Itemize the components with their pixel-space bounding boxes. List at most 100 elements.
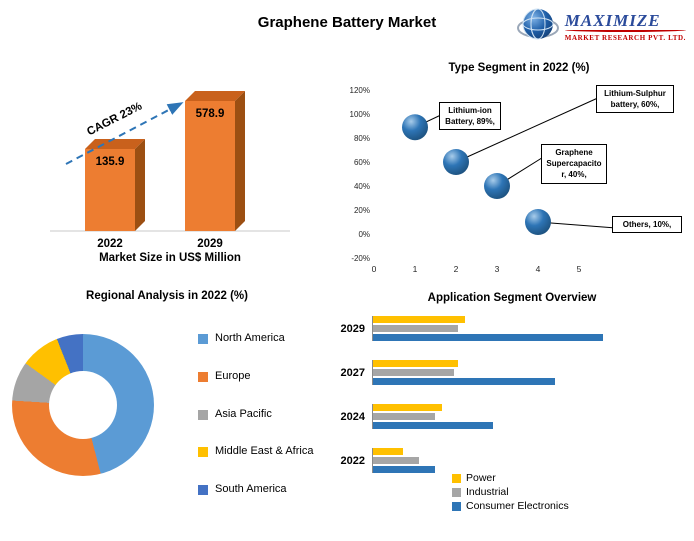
- bar-value-label: 578.9: [196, 108, 225, 120]
- bar-category-label: 2029: [197, 238, 223, 250]
- y-axis-tick: 0%: [358, 230, 370, 239]
- bar: [373, 369, 454, 376]
- legend-marker-icon: [452, 501, 461, 511]
- bar: [185, 101, 235, 231]
- y-axis-tick: 80%: [354, 134, 370, 143]
- legend-item: Middle East & Africa: [198, 445, 326, 459]
- year-label: 2024: [340, 410, 365, 423]
- year-label: 2022: [340, 454, 365, 467]
- bar-group: 2027: [330, 360, 694, 385]
- page-title: Graphene Battery Market: [257, 14, 437, 31]
- bar: [373, 466, 436, 473]
- callout-label: Others, 10%,: [612, 216, 682, 234]
- bar-side-face: [235, 91, 245, 231]
- bar: [373, 457, 419, 464]
- application-plot: 2029 2027 2024 2022 Power Industrial Consumer…: [330, 304, 694, 534]
- y-axis-tick: 20%: [354, 206, 370, 215]
- cagr-arrow: [65, 102, 184, 165]
- legend-marker-icon: [198, 334, 208, 344]
- application-legend: Power Industrial Consumer Electronics: [452, 472, 569, 514]
- legend-marker-icon: [198, 409, 208, 420]
- legend-item: South America: [198, 483, 326, 497]
- legend-item: Power: [452, 472, 569, 484]
- legend-label: Europe: [215, 369, 251, 382]
- legend-item: North America: [198, 332, 326, 346]
- type-segment-plot: 120% 100% 80% 60% 40% 20% 0% -20% 0 1 2 3 4 5 Lithium-…: [344, 78, 694, 283]
- callout-line: [537, 221, 617, 229]
- legend-marker-icon: [198, 447, 208, 458]
- bar: [85, 149, 135, 231]
- bar: [373, 404, 442, 411]
- legend-marker-icon: [198, 485, 208, 495]
- bar-group: 2022: [330, 448, 694, 473]
- y-axis-tick: 40%: [354, 182, 370, 191]
- regional-title: Regional Analysis in 2022 (%): [86, 290, 248, 302]
- regional-plot: North America Europe Asia Pacific Middle Ea…: [6, 302, 328, 532]
- bar-stack: [372, 448, 436, 473]
- callout-line: [455, 96, 601, 163]
- bar-group: 2029: [330, 316, 694, 341]
- x-axis-tick: 0: [372, 264, 377, 274]
- bar: [373, 413, 436, 420]
- callout-label: Graphene Supercapacitor, 40%,: [541, 144, 607, 184]
- logo-name: MAXIMIZE: [564, 11, 661, 30]
- application-segment-chart: Application Segment Overview 2029 2027 202…: [330, 292, 694, 534]
- bar: [373, 422, 493, 429]
- bubble: [484, 173, 510, 199]
- legend-label: North America: [215, 332, 285, 344]
- bar-stack: [372, 316, 603, 341]
- bar-value-label: 135.9: [96, 156, 125, 168]
- y-axis-tick: -20%: [351, 254, 370, 263]
- legend-label: Middle East & Africa: [215, 445, 314, 458]
- market-size-caption: Market Size in US$ Million: [99, 252, 241, 264]
- callout-label: Lithium-Sulphur battery, 60%,: [596, 85, 674, 114]
- legend-label: Consumer Electronics: [466, 500, 569, 512]
- cagr-label: CAGR 23%: [85, 100, 144, 138]
- bar-side-face: [135, 139, 145, 231]
- bar-top-face: [185, 91, 245, 101]
- type-segment-chart: Type Segment in 2022 (%) 120% 100% 80% 60% 4…: [344, 62, 694, 283]
- bar: [373, 360, 459, 367]
- logo-swoosh: [564, 28, 686, 32]
- x-axis-tick: 4: [536, 264, 541, 274]
- bar: [373, 325, 459, 332]
- legend-marker-icon: [452, 487, 461, 497]
- market-bar-plot: 135.9 2022 578.9 2029 CAGR 23%: [20, 70, 320, 252]
- bubble: [443, 149, 469, 175]
- bar-stack: [372, 360, 555, 385]
- type-segment-title: Type Segment in 2022 (%): [448, 62, 590, 74]
- bar-group: 2024: [330, 404, 694, 429]
- application-bar-groups: 2029 2027 2024 2022: [330, 316, 694, 473]
- donut-hole: [49, 371, 117, 439]
- legend-label: South America: [215, 483, 287, 495]
- logo-text: MAXIMIZE MARKET RESEARCH PVT. LTD.: [564, 11, 686, 42]
- bar: [373, 334, 603, 341]
- callout-label: Lithium-ion Battery, 89%,: [439, 102, 501, 131]
- bar: [373, 378, 555, 385]
- bar: [373, 316, 465, 323]
- legend-label: Asia Pacific: [215, 407, 272, 420]
- type-bubbles-svg: 120% 100% 80% 60% 40% 20% 0% -20%0 1 2 3 4 5: [350, 86, 617, 274]
- x-axis-tick: 2: [454, 264, 459, 274]
- year-label: 2029: [340, 322, 365, 335]
- bar: [373, 448, 403, 455]
- bubble: [525, 209, 551, 235]
- legend-marker-icon: [198, 371, 208, 382]
- x-axis-tick: 5: [577, 264, 582, 274]
- x-axis-tick: 3: [495, 264, 500, 274]
- donut-chart: [12, 334, 154, 476]
- bubble: [402, 114, 428, 141]
- y-axis-tick: 100%: [350, 110, 370, 119]
- market-size-chart: 135.9 2022 578.9 2029 CAGR 23% Market Size i…: [20, 70, 320, 264]
- legend-item: Europe: [198, 370, 326, 384]
- legend-label: Industrial: [466, 486, 509, 498]
- logo-subtitle: MARKET RESEARCH PVT. LTD.: [564, 34, 686, 42]
- bar-category-label: 2022: [97, 238, 123, 250]
- market-bars-svg: 135.9 2022 578.9 2029 CAGR 23%: [50, 91, 290, 250]
- x-axis-tick: 1: [413, 264, 418, 274]
- legend-item: Consumer Electronics: [452, 500, 569, 512]
- bar-top-face: [85, 139, 145, 149]
- y-axis-tick: 60%: [354, 158, 370, 167]
- legend-item: Industrial: [452, 486, 569, 498]
